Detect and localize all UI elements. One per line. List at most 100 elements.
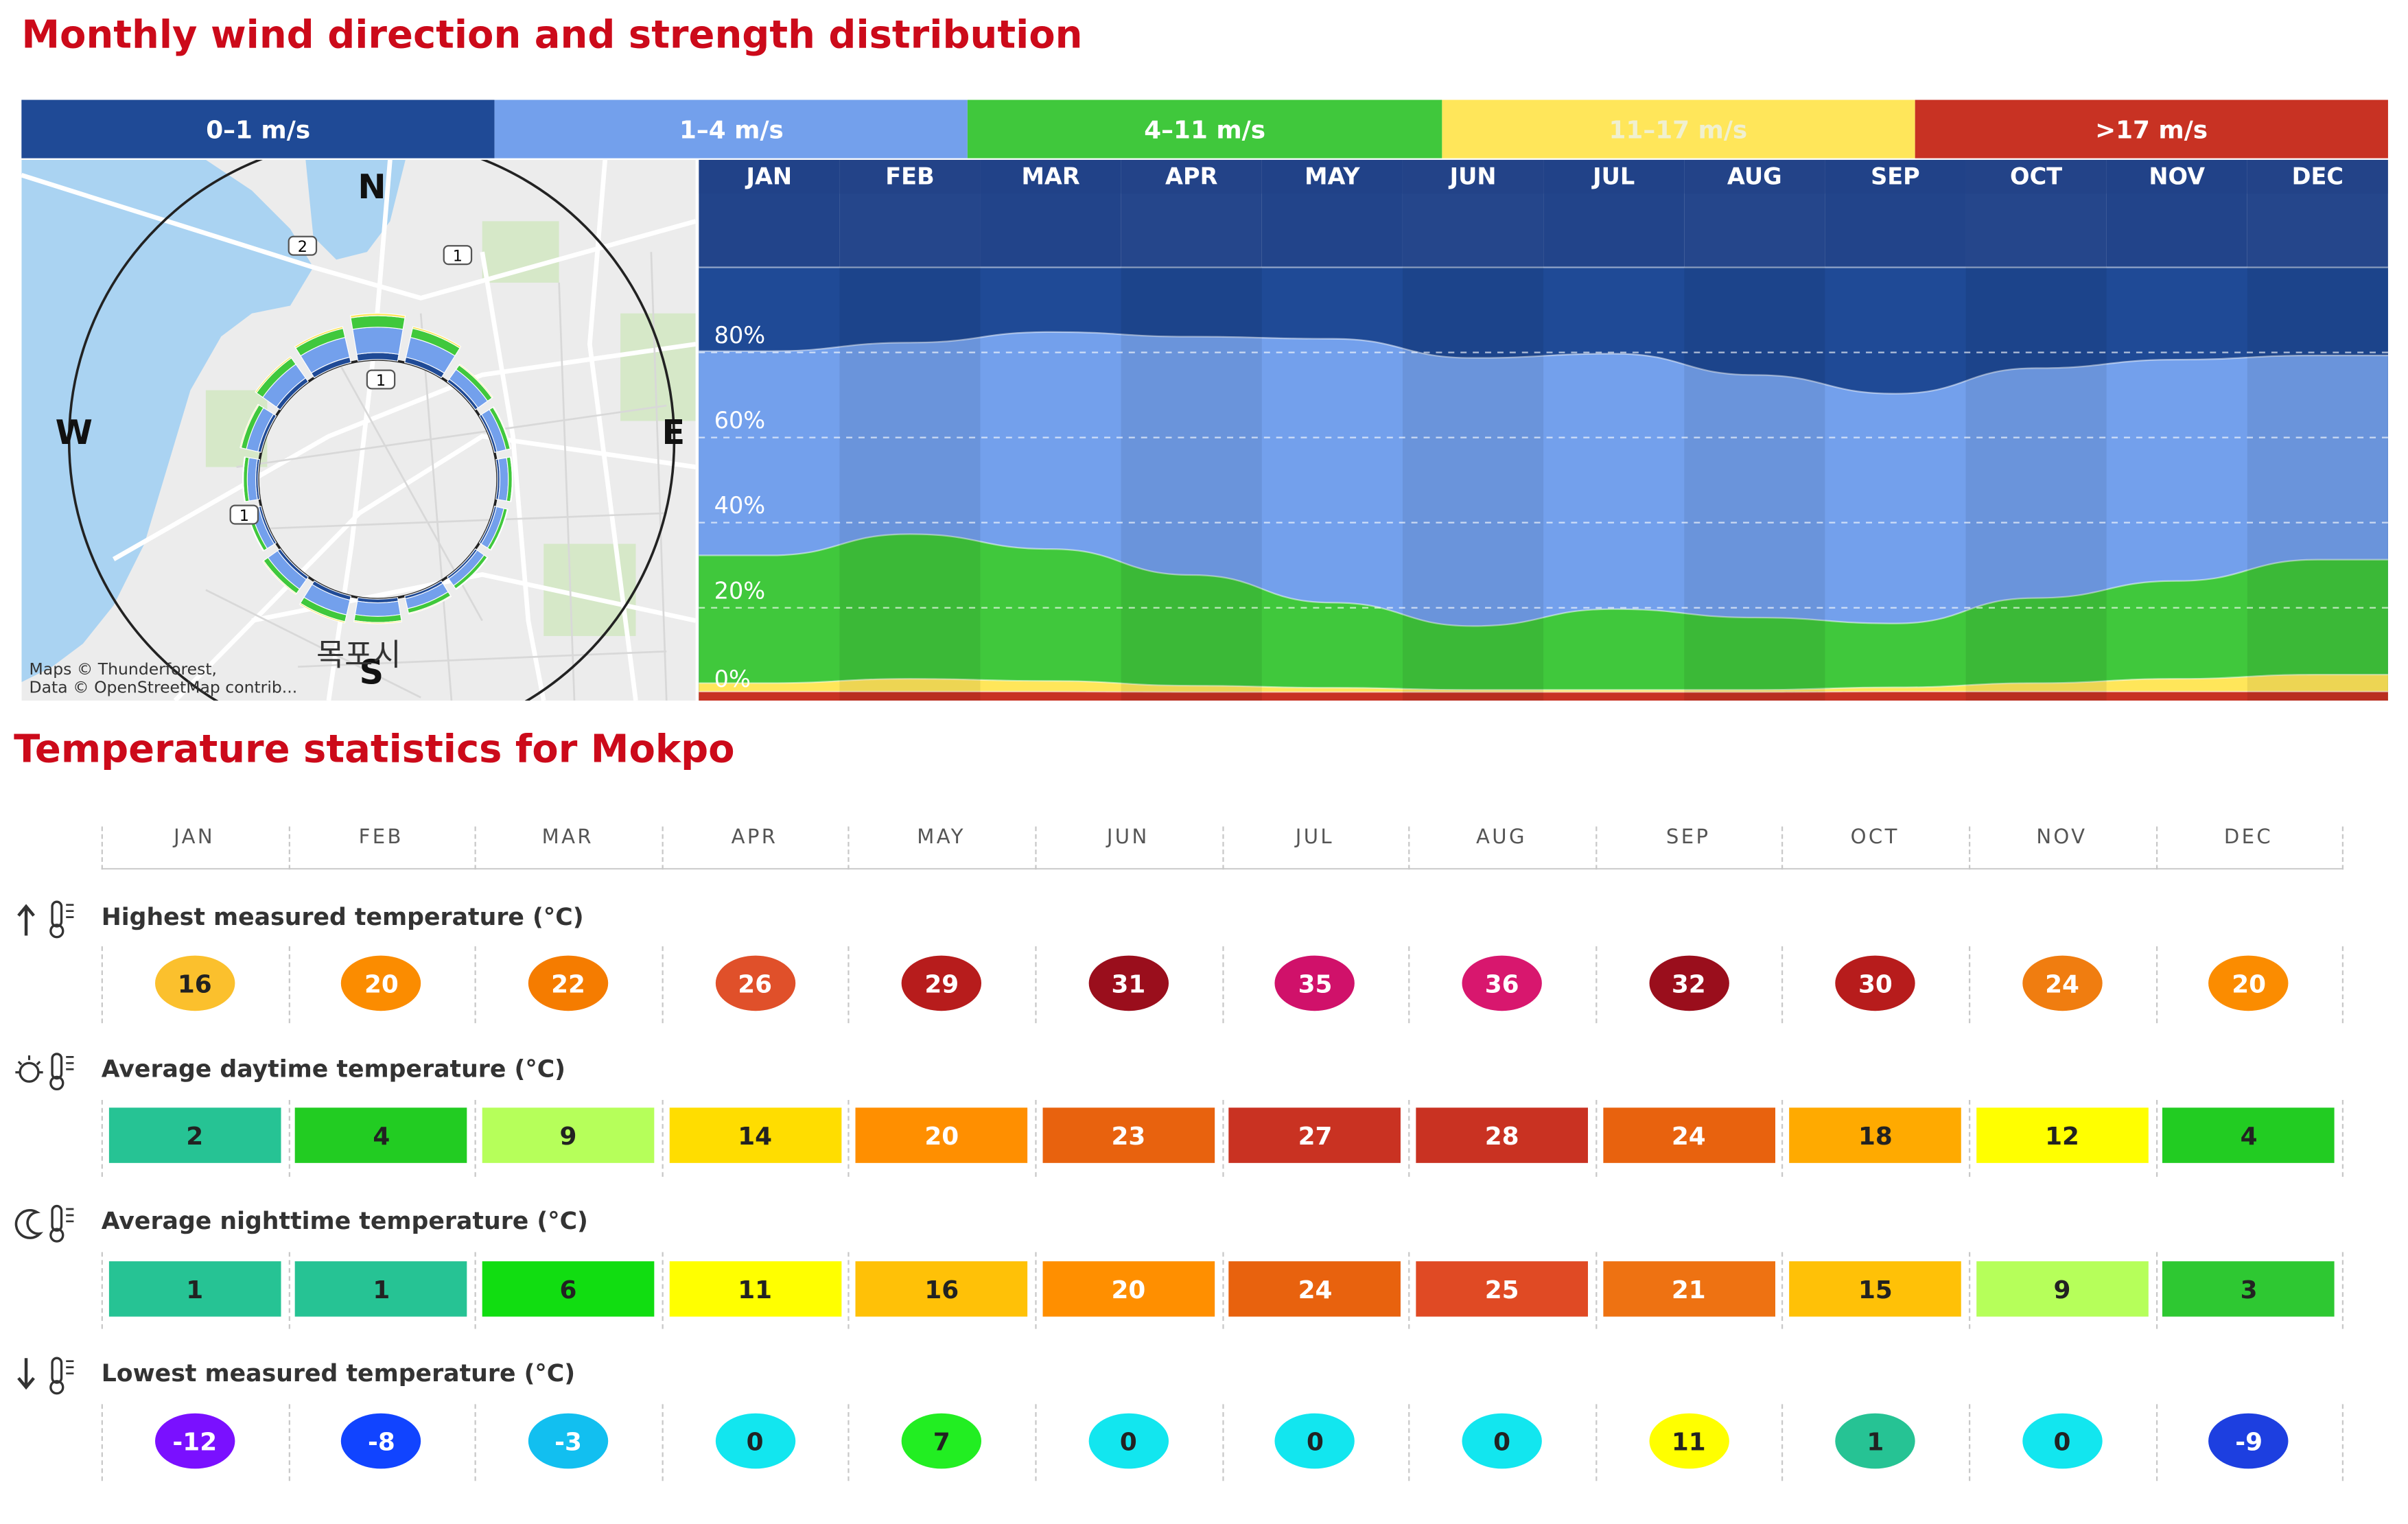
x-tick-label: FEB [885,163,934,190]
temperature-cell: 16 [855,1261,1028,1317]
wind-rose-bar [412,326,462,349]
temperature-badge: 0 [2022,1413,2103,1469]
x-tick-label: JUN [1449,163,1497,190]
wind-rose-bar [458,363,493,399]
temperature-cell: 14 [668,1107,841,1163]
temperature-badge: -3 [528,1413,609,1469]
temperature-cell: 1 [295,1261,468,1317]
y-tick-label: 60% [714,407,766,434]
temperature-section-title: Temperature statistics for Mokpo [14,726,735,771]
temperature-cell: 6 [482,1261,655,1317]
wind-rose-bar [509,456,514,502]
temperature-badge: 0 [714,1413,795,1469]
wind-rose-bar [350,315,406,330]
wind-strength-chart[interactable]: 80% 60% 40% 20% 0% JAN FEB MAR APR MAY JUN JUL AUG SE… [699,159,2388,701]
wind-rose-bar [294,326,344,349]
x-tick-label: OCT [2010,163,2062,190]
row-label: Highest measured temperature (°C) [101,903,584,931]
wind-speed-legend: 0–1 m/s 1–4 m/s 4–11 m/s 11–17 m/s >17 m/s [21,99,2388,159]
wind-rose-bar [353,620,403,624]
month-header: FEB [358,826,404,850]
temperature-cell: 20 [1042,1261,1215,1317]
row-label: Average nighttime temperature (°C) [101,1207,588,1236]
temperature-badge: 22 [528,955,609,1011]
y-tick-label: 40% [714,492,766,519]
compass-east: E [662,414,686,454]
wind-rose-bar [349,313,406,319]
temperature-cell: 24 [1602,1107,1775,1163]
month-header: JUN [1106,826,1149,850]
wind-rose-map[interactable]: 2 1 1 1 N E S W 목포시 Maps © Thunderforest… [21,159,696,701]
area-series-4-11-m-s [699,534,2388,701]
temperature-cell: 4 [2162,1107,2335,1163]
temperature-badge: 35 [1275,955,1355,1011]
wind-rose-bar [498,457,509,502]
legend-item[interactable]: >17 m/s [1915,99,2388,159]
wind-rose-bar [255,356,292,394]
month-header: OCT [1850,826,1899,850]
temperature-cell: 11 [668,1261,841,1317]
x-tick-label: APR [1165,163,1218,190]
temperature-cell: 9 [1976,1261,2149,1317]
map-credit-line: Maps © Thunderforest, [29,660,218,679]
y-tick-label: 0% [714,666,751,692]
month-header: JUL [1295,826,1334,850]
temperature-cell: 12 [1976,1107,2149,1163]
temperature-badge: 30 [1835,955,1916,1011]
y-tick-label: 20% [714,577,766,604]
month-header: AUG [1476,826,1527,850]
wind-rose-bar [262,560,297,596]
temperature-badge: -8 [341,1413,422,1469]
x-tick-label: NOV [2149,163,2205,190]
temperature-badge: -12 [154,1413,235,1469]
temperature-cell: 25 [1416,1261,1588,1317]
temperature-badge: 24 [2022,955,2103,1011]
month-header: SEP [1665,826,1711,850]
temperature-badge: 20 [2208,955,2289,1011]
temperature-badge: 20 [341,955,422,1011]
map-attribution[interactable]: Maps © Thunderforest, Data © OpenStreetM… [30,661,298,698]
wind-rose-bar [242,456,246,502]
wind-rose-bar [299,602,346,624]
thermometer-up-icon [17,900,74,939]
temperature-cell: 23 [1042,1107,1215,1163]
wind-rose-bar [492,406,512,449]
temperature-cell: 20 [855,1107,1028,1163]
y-tick-label: 80% [714,322,766,349]
x-tick-label: MAY [1305,163,1360,190]
temperature-cell: 3 [2162,1261,2335,1317]
wind-rose-bar [356,352,399,362]
temperature-cell: 24 [1229,1261,1401,1317]
temperature-table: JAN FEB MAR APR MAY JUN JUL AUG SEP OCT NOV DEC High… [0,811,2408,1503]
wind-section-title: Monthly wind direction and strength dist… [21,12,1083,57]
wind-rose-bar [246,457,258,502]
row-label: Lowest measured temperature (°C) [101,1359,576,1387]
month-header: JAN [174,826,215,850]
month-header: APR [731,826,778,850]
map-credit-line: Data © OpenStreetMap contrib... [29,679,298,698]
wind-rose [239,313,514,624]
temperature-badge: 26 [714,955,795,1011]
temperature-badge: 32 [1648,955,1729,1011]
legend-item[interactable]: 1–4 m/s [495,99,968,159]
temperature-cell: 15 [1789,1261,1962,1317]
x-tick-label: SEP [1871,163,1920,190]
area-series--17-m-s [699,691,2388,701]
legend-item[interactable]: 11–17 m/s [1441,99,1915,159]
temperature-badge: 36 [1462,955,1542,1011]
wind-rose-bar [489,508,509,551]
temperature-badge: 11 [1648,1413,1729,1469]
temperature-cell: 2 [108,1107,281,1163]
legend-item[interactable]: 4–11 m/s [968,99,1442,159]
compass-west: W [55,414,93,454]
wind-rose-bar [239,403,260,449]
x-tick-label: MAR [1021,163,1079,190]
temperature-badge: 7 [902,1413,982,1469]
legend-item[interactable]: 0–1 m/s [21,99,495,159]
month-header: DEC [2223,826,2273,850]
temperature-cell: 27 [1229,1107,1401,1163]
temperature-badge: 16 [154,955,235,1011]
temperature-cell: 21 [1602,1261,1775,1317]
compass-south: S [359,654,384,693]
x-tick-label: JUL [1591,163,1635,190]
